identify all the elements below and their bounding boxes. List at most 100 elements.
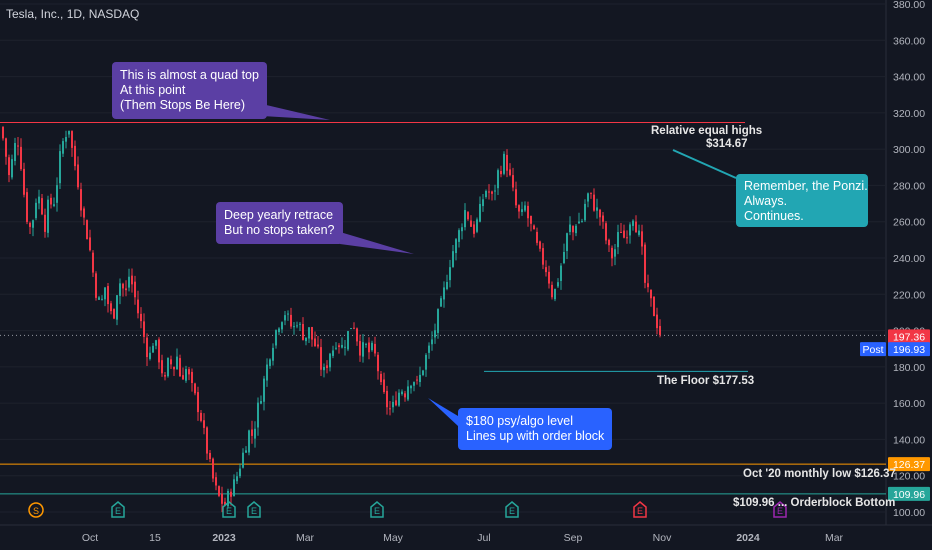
candle-body [503,153,505,174]
candle-body [650,289,652,299]
candle-body [287,313,289,315]
callout-pointer-retrace [340,232,414,254]
candle-body [188,369,190,375]
candle-body [5,138,7,157]
candle-body [170,359,172,365]
price-tag-orderblock: 109.96 [893,489,925,501]
candle-body [356,328,358,342]
y-tick-label: 240.00 [893,253,925,265]
candle-body [359,341,361,356]
candle-body [446,281,448,289]
candle-body [167,357,169,377]
candle-body [44,214,46,232]
candle-body [161,360,163,374]
candle-body [257,402,259,428]
earnings-marker-icon [222,501,236,518]
candle-body [383,379,385,393]
earnings-marker-icon [505,501,519,518]
candle-body [116,295,118,320]
candle-body [32,220,34,228]
candle-body [467,212,469,220]
candle-body [644,244,646,283]
candle-body [614,249,616,257]
candle-body [590,192,592,194]
candle-body [425,354,427,370]
candle-body [239,468,241,477]
candle-body [620,231,622,233]
candle-body [95,273,97,298]
earnings-marker-icon [633,501,647,518]
candle-body [341,344,343,348]
candle-body [62,141,64,154]
y-tick-label: 360.00 [893,35,925,47]
candle-body [329,353,331,368]
candle-body [569,224,571,232]
candle-body [410,385,412,389]
y-tick-label: 160.00 [893,398,925,410]
candle-body [602,215,604,222]
price-tag-post: 196.93 [893,344,925,356]
candle-body [185,369,187,381]
candle-body [635,221,637,233]
y-tick-label: 380.00 [893,0,925,11]
candle-body [278,328,280,333]
candle-body [350,328,352,330]
candle-body [221,493,223,504]
candle-body [302,324,304,340]
callout-yearly-retrace: Deep yearly retrace But no stops taken? [216,202,343,244]
candle-body [71,131,73,148]
candle-body [491,191,493,194]
level-label-equal-highs: Relative equal highs [651,125,763,137]
dividend-marker-icon [28,502,44,518]
candle-body [215,477,217,486]
candle-body [194,383,196,394]
event-marker-letter: E [374,506,380,516]
candle-body [209,452,211,460]
candle-body [26,192,28,222]
candle-body [128,276,130,288]
candle-body [173,366,175,370]
candle-body [164,375,166,377]
price-tag-post-label-bg [860,342,886,357]
event-marker-letter: E [115,506,121,516]
candle-body [521,209,523,213]
candle-body [77,164,79,188]
candle-body [656,314,658,329]
candle-body [260,401,262,404]
candle-body [578,221,580,224]
candle-body [617,232,619,248]
event-marker-letter: E [226,506,232,516]
candle-body [380,373,382,383]
y-tick-label: 300.00 [893,144,925,156]
candle-body [200,412,202,421]
candle-body [206,427,208,454]
candle-body [551,284,553,298]
candle-body [473,224,475,234]
candle-body [281,322,283,330]
candle-body [59,151,61,184]
candle-body [371,342,373,351]
candle-body [464,210,466,228]
price-tag-post-bg [888,342,930,357]
candle-body [23,168,25,195]
candle-body [143,321,145,337]
candle-body [539,241,541,249]
candle-body [428,345,430,353]
candle-body [251,429,253,436]
candle-body [230,491,232,497]
candle-body [80,189,82,211]
candle-body [542,248,544,265]
price-tag-orderblock-bg [888,486,930,501]
candle-body [533,225,535,230]
candle-body [98,297,100,300]
candle-body [386,390,388,408]
x-tick-label: Jul [477,532,490,544]
y-tick-label: 220.00 [893,289,925,301]
callout-pointer-ponzi [672,149,737,179]
candle-body [203,420,205,428]
candle-body [104,287,106,300]
candle-body [455,239,457,254]
candle-body [332,350,334,356]
candle-body [314,338,316,347]
